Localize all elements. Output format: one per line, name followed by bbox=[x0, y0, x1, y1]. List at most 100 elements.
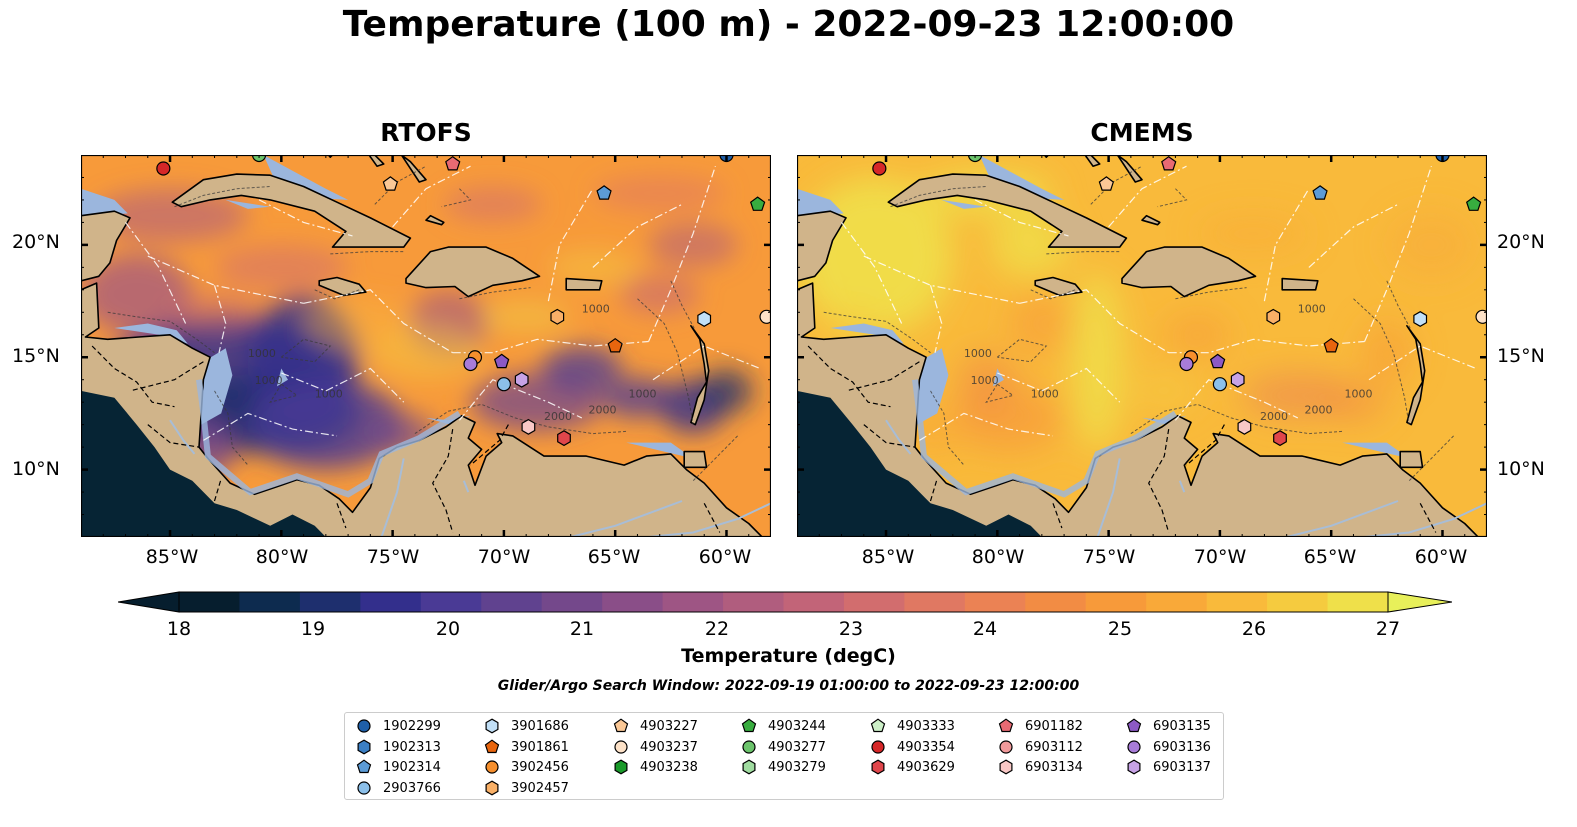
temperature-anomaly bbox=[1360, 319, 1414, 387]
bathymetry-contour bbox=[692, 435, 738, 482]
legend-label: 6903112 bbox=[1025, 739, 1083, 755]
legend-marker bbox=[356, 759, 372, 774]
bathymetry-contour bbox=[107, 311, 215, 354]
lon-label-85w-cmems: 85°W bbox=[861, 546, 915, 568]
shelf-area bbox=[1342, 442, 1410, 459]
colorbar-label: Temperature (degC) bbox=[681, 645, 896, 667]
platform-marker-3901686 bbox=[697, 311, 712, 327]
contour-label: 2000 bbox=[1260, 410, 1288, 423]
legend-marker bbox=[614, 759, 628, 775]
temperature-anomaly bbox=[1070, 271, 1125, 452]
legend-label: 1902314 bbox=[383, 759, 441, 775]
pacific-ocean bbox=[81, 390, 326, 537]
lat-label-20n-left: 20°N bbox=[12, 231, 60, 253]
platform-marker-4903237 bbox=[1475, 309, 1487, 324]
legend-marker bbox=[871, 759, 885, 775]
platform-marker bbox=[1273, 430, 1287, 447]
colorbar-tick: 27 bbox=[1375, 618, 1401, 640]
bathymetry-contour bbox=[1157, 188, 1188, 208]
platform-marker-6903134 bbox=[521, 418, 536, 435]
shelf-area bbox=[830, 323, 904, 344]
lon-label-80w-rtofs: 80°W bbox=[255, 546, 309, 568]
lon-label-70w-rtofs: 70°W bbox=[477, 546, 531, 568]
bathymetry-contour bbox=[1175, 287, 1247, 300]
island bbox=[1034, 276, 1083, 297]
legend-marker bbox=[1127, 759, 1141, 775]
legend-entry: 6903136 bbox=[1125, 738, 1211, 756]
river bbox=[1364, 502, 1487, 537]
bathymetry-contour bbox=[174, 186, 271, 208]
colorbar-segment bbox=[1085, 592, 1147, 612]
eez-boundary bbox=[203, 412, 338, 441]
eez-boundary bbox=[863, 255, 1020, 304]
eez-boundary bbox=[392, 165, 471, 228]
cmems-panel-title: CMEMS bbox=[1090, 118, 1194, 147]
eez-boundary bbox=[125, 222, 187, 324]
legend-entry: 6903134 bbox=[997, 758, 1083, 776]
colorbar-tick: 18 bbox=[166, 618, 192, 640]
legend-marker bbox=[357, 719, 371, 733]
colorbar-tick: 21 bbox=[569, 618, 595, 640]
temperature-anomaly bbox=[1008, 289, 1076, 358]
eez-boundary bbox=[1108, 165, 1187, 228]
legend-marker bbox=[999, 740, 1013, 754]
legend-label: 4903237 bbox=[640, 739, 698, 755]
contour-label: 1000 bbox=[1298, 302, 1326, 315]
bathymetry-contour bbox=[330, 251, 404, 255]
colorbar-extend-low bbox=[118, 591, 180, 613]
colorbar-tick: 26 bbox=[1241, 618, 1267, 640]
legend-marker bbox=[870, 718, 886, 733]
bathymetry-contour bbox=[670, 280, 696, 331]
platform-marker-1902314 bbox=[596, 185, 612, 200]
bathymetry-contour bbox=[890, 186, 987, 208]
shelf-area bbox=[992, 368, 1004, 387]
river bbox=[648, 502, 771, 537]
country-border bbox=[91, 345, 175, 408]
country-border bbox=[129, 361, 204, 392]
lat-label-15n-right: 15°N bbox=[1497, 345, 1545, 367]
legend-marker bbox=[742, 740, 756, 754]
legend-marker bbox=[357, 739, 371, 755]
temperature-anomaly bbox=[1386, 211, 1476, 279]
legend-entry: 6903137 bbox=[1125, 758, 1211, 776]
country-border bbox=[470, 424, 509, 466]
platform-marker-3902457 bbox=[550, 308, 565, 325]
country-border bbox=[213, 478, 222, 502]
temperature-anomaly bbox=[990, 211, 1071, 279]
lat-label-10n-left: 10°N bbox=[12, 458, 60, 480]
contour-label: 2000 bbox=[544, 410, 572, 423]
contour-label: 1000 bbox=[315, 388, 343, 401]
legend-entry: 6903112 bbox=[997, 738, 1083, 756]
legend-marker bbox=[484, 739, 500, 754]
island bbox=[1121, 246, 1257, 298]
island bbox=[797, 210, 847, 282]
bathymetry-contour bbox=[1046, 251, 1120, 255]
platform-marker-3901861 bbox=[1323, 337, 1339, 353]
bathymetry-contour bbox=[269, 383, 299, 403]
platform-legend: 1902299 1902313 1902314 2903766 3901686 39018… bbox=[344, 712, 1224, 800]
river bbox=[1096, 458, 1121, 537]
eez-boundary bbox=[1364, 166, 1432, 342]
platform-marker-6903134 bbox=[1237, 418, 1252, 435]
island bbox=[318, 276, 367, 297]
island bbox=[81, 210, 131, 282]
legend-entry: 4903354 bbox=[869, 738, 955, 756]
colorbar-segment bbox=[662, 592, 724, 612]
eez-boundary bbox=[213, 285, 227, 353]
island bbox=[368, 155, 385, 167]
platform-marker-3901861 bbox=[607, 337, 623, 353]
shelf-area bbox=[114, 323, 188, 344]
lon-label-65w-cmems: 65°W bbox=[1303, 546, 1357, 568]
bathymetry-contour bbox=[985, 383, 1015, 403]
river bbox=[380, 458, 405, 537]
country-border bbox=[432, 429, 454, 533]
country-border bbox=[1419, 503, 1437, 533]
contour-label: 2000 bbox=[1304, 403, 1332, 416]
river bbox=[169, 419, 196, 455]
bathymetry-contour bbox=[1030, 289, 1076, 300]
contour-label: 2000 bbox=[588, 403, 616, 416]
platform-marker-6903136 bbox=[463, 356, 478, 372]
eez-boundary bbox=[841, 222, 903, 324]
legend-entry: 4903227 bbox=[612, 717, 698, 735]
shelf-area bbox=[797, 188, 844, 218]
